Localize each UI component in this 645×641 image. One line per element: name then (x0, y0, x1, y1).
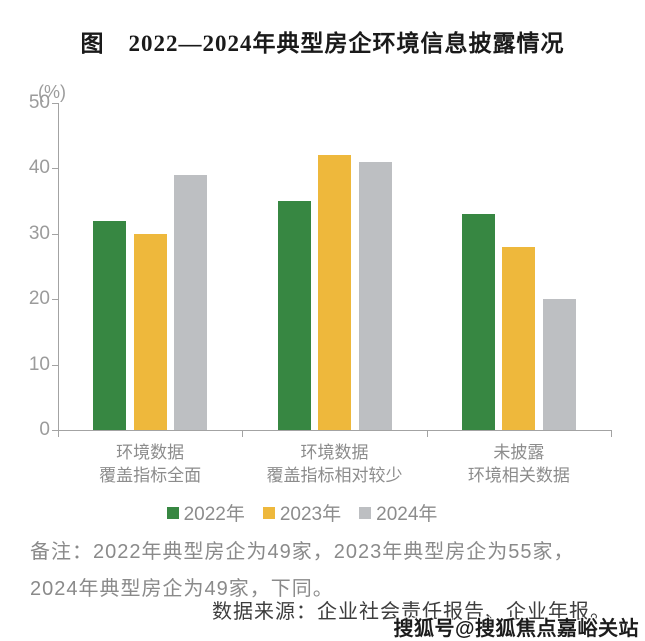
bar-s1c0 (133, 233, 167, 430)
y-tick (52, 430, 58, 431)
y-axis-line (58, 103, 59, 431)
x-category-label-line: 环境数据 (300, 443, 369, 462)
x-axis-line (58, 430, 612, 431)
bar-s1c1 (318, 155, 351, 430)
bar-s2c1 (358, 161, 392, 430)
y-tick (52, 364, 58, 366)
x-category-label: 环境数据覆盖指标相对较少 (243, 441, 427, 487)
x-category-label-line: 覆盖指标相对较少 (266, 466, 403, 485)
x-tick (611, 430, 612, 437)
legend-swatch (166, 506, 179, 519)
y-tick-label: 30 (28, 222, 50, 244)
legend-item-0: 2022年 (166, 499, 245, 526)
legend-swatch (359, 506, 372, 519)
chart-title: 图 2022—2024年典型房企环境信息披露情况 (80, 31, 565, 56)
y-tick (52, 233, 58, 235)
data-source: 数据来源：企业社会责任报告、企业年报。 (212, 601, 611, 623)
bar-s1c2 (502, 246, 536, 430)
y-axis-unit-label: (%) (38, 82, 66, 102)
legend-label: 2023年 (279, 504, 342, 525)
y-tick (52, 168, 58, 170)
legend-item-1: 2023年 (262, 499, 342, 526)
legend-label: 2024年 (376, 504, 438, 525)
x-category-label: 环境数据覆盖指标全面 (58, 441, 242, 487)
bar-s0c2 (461, 214, 495, 430)
y-tick (52, 299, 58, 301)
bar-s0c1 (277, 201, 311, 430)
y-tick-label: 0 (39, 419, 50, 440)
y-tick (52, 103, 58, 104)
legend-label: 2022年 (183, 504, 245, 525)
bar-s2c2 (542, 299, 576, 430)
legend: 2022年 2023年 2024年 (0, 499, 604, 526)
watermark: 搜狐号@搜狐焦点嘉峪关站 (393, 618, 639, 640)
x-tick (242, 430, 244, 437)
x-category-label-line: 覆盖指标全面 (99, 466, 202, 485)
footnote: 备注：2022年典型房企为49家，2023年典型房企为55家，2024年典型房企… (30, 541, 575, 600)
y-tick-label: 40 (28, 157, 50, 179)
x-category-label-line: 环境相关数据 (467, 466, 570, 485)
legend-item-2: 2024年 (359, 499, 437, 526)
legend-swatch (262, 506, 275, 519)
y-tick-label: 10 (28, 353, 50, 375)
x-category-label-line: 未披露 (493, 443, 545, 462)
x-tick (58, 430, 59, 437)
x-category-label: 未披露 环境相关数据 (427, 441, 611, 487)
x-category-label-line: 环境数据 (116, 443, 185, 462)
bar-s2c0 (174, 174, 208, 430)
y-tick-label: 20 (28, 288, 50, 310)
bar-s0c0 (93, 220, 127, 430)
y-tick-label: 50 (28, 92, 50, 113)
x-tick (426, 430, 428, 437)
